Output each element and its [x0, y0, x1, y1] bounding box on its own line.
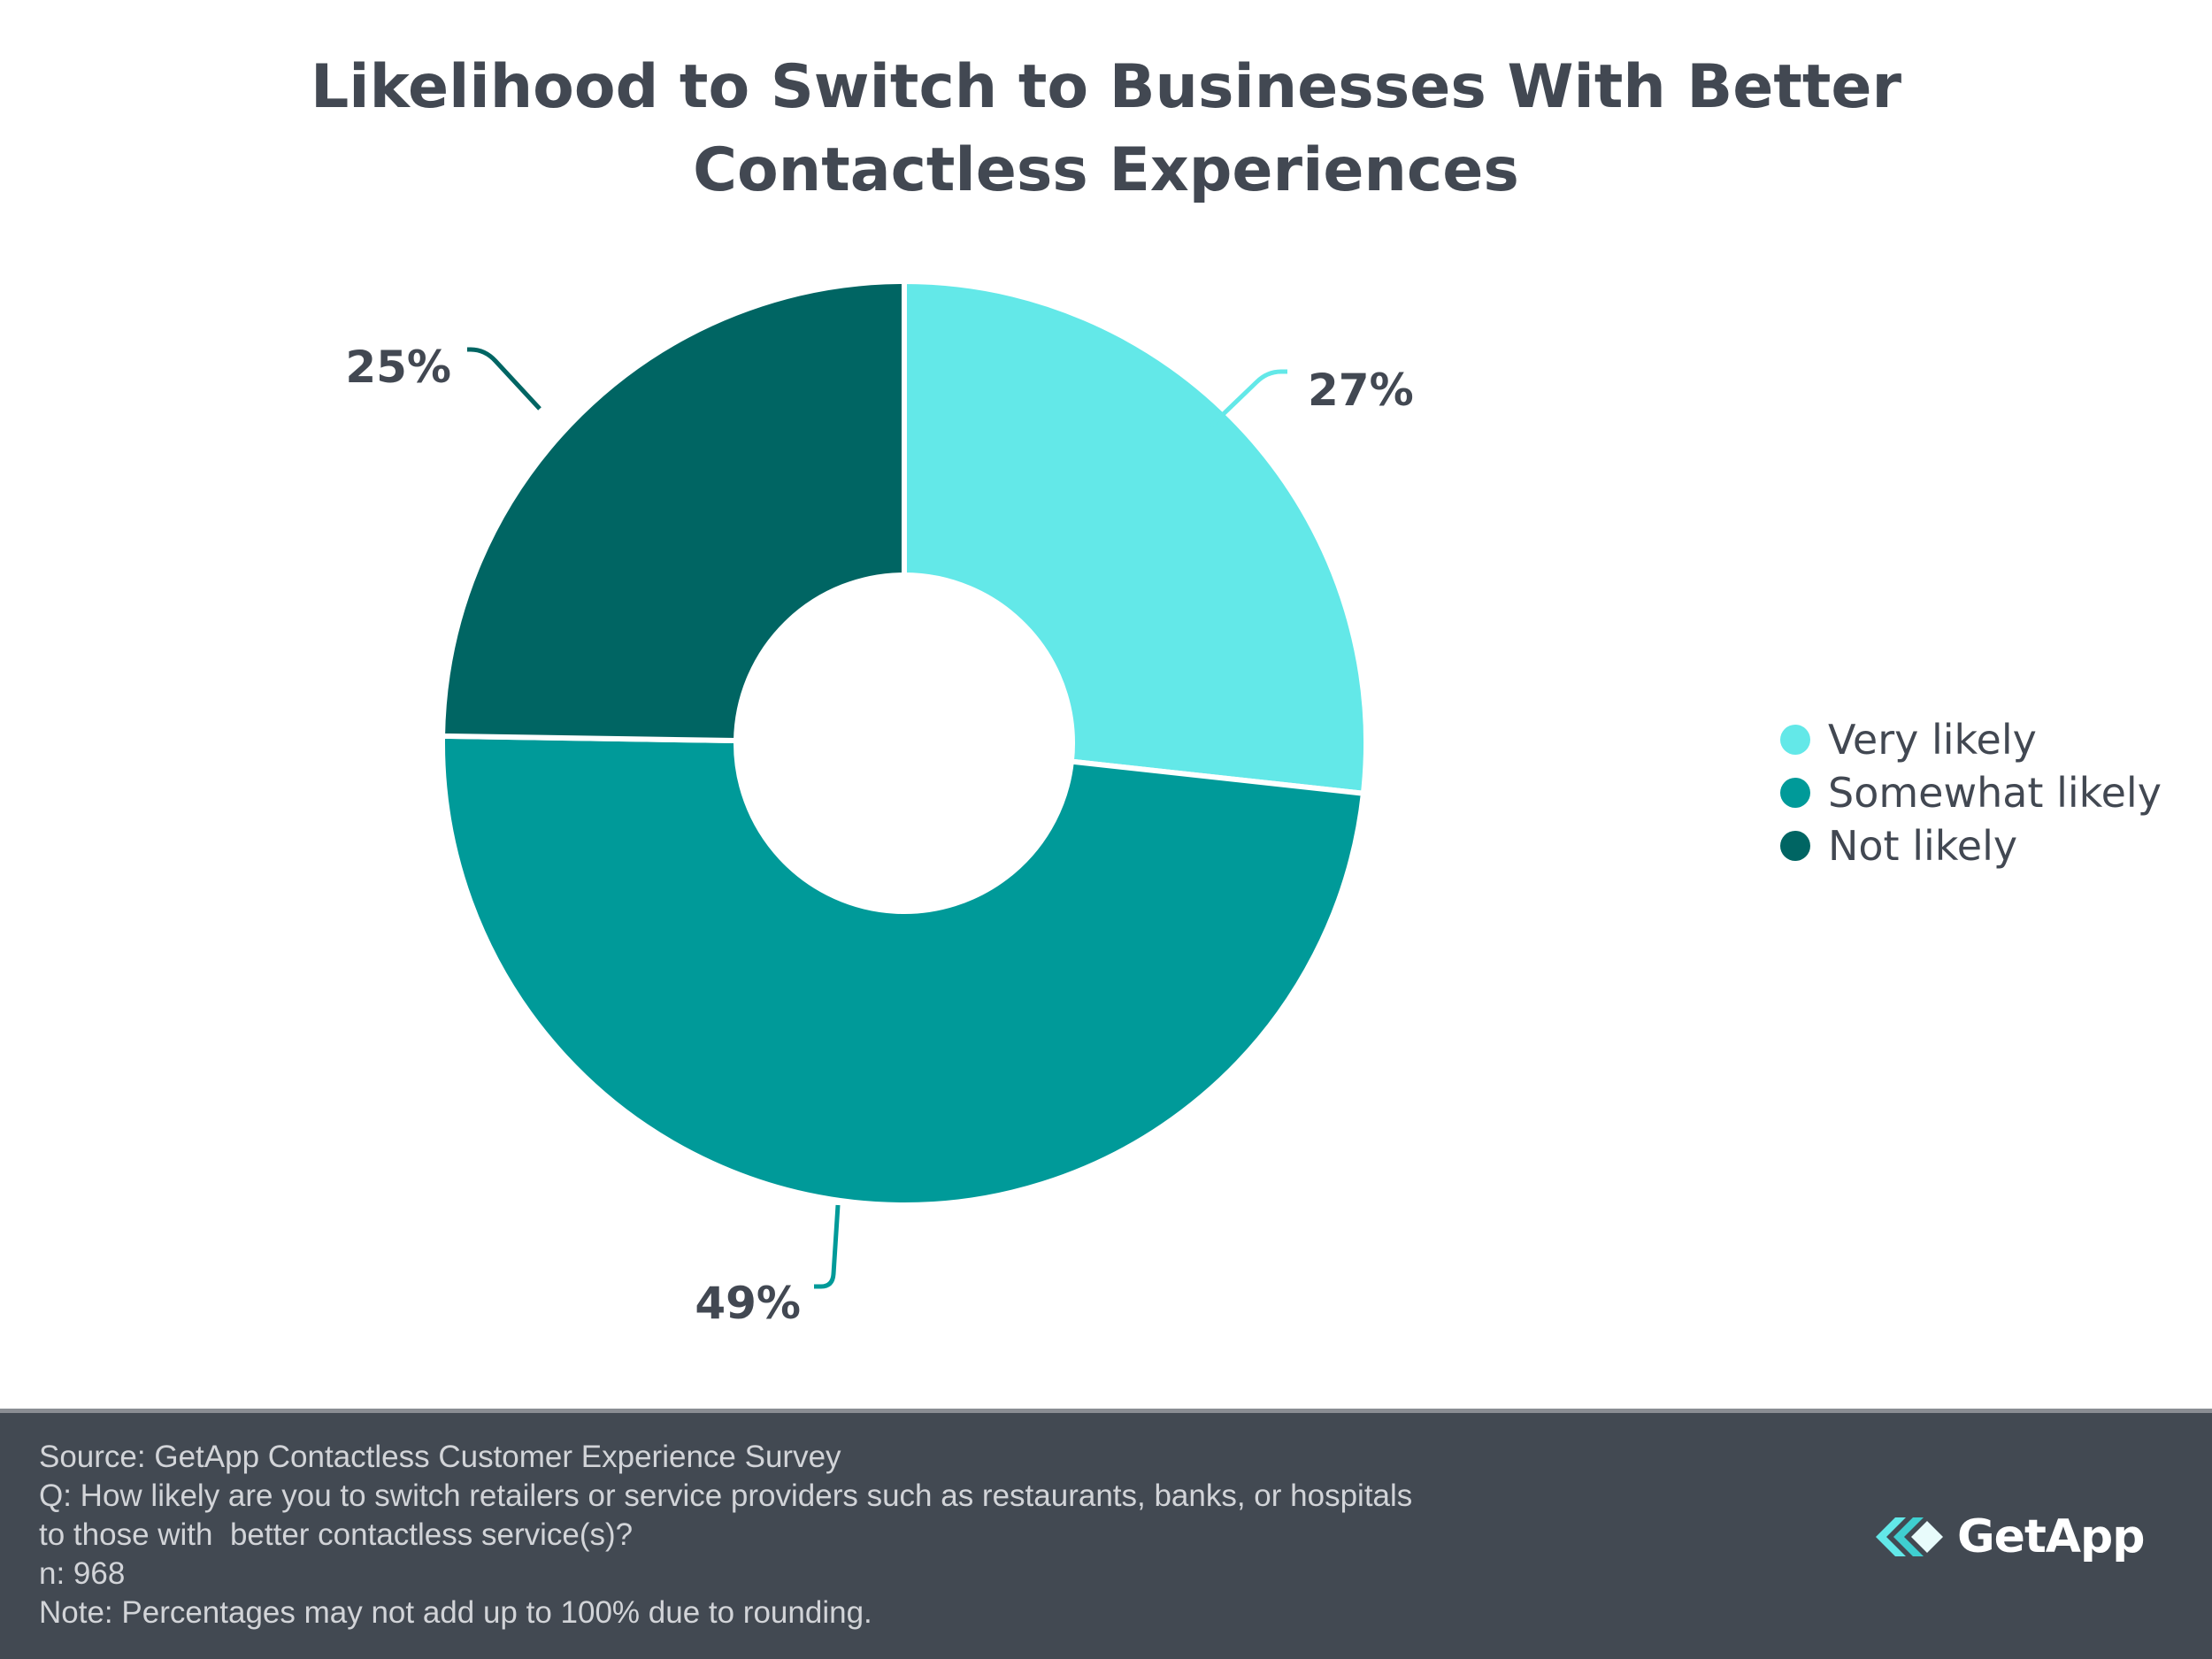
legend: Very likely Somewhat likely Not likely — [1780, 713, 2162, 872]
legend-item-very-likely: Very likely — [1780, 713, 2162, 766]
source-line: Source: GetApp Contactless Customer Expe… — [39, 1440, 841, 1474]
sample-size: n: 968 — [39, 1556, 126, 1591]
leader-lines — [467, 347, 1287, 1289]
question-line-2: to those with better contactless service… — [39, 1517, 634, 1552]
slice-not-likely — [440, 279, 907, 744]
footer: Source: GetApp Contactless Customer Expe… — [0, 1409, 2212, 1659]
donut-slices — [440, 279, 1369, 1208]
getapp-logo-icon — [1876, 1517, 1943, 1556]
slice-label-not-likely: 25% — [345, 342, 451, 393]
legend-item-somewhat-likely: Somewhat likely — [1780, 766, 2162, 819]
question-line-1: Q: How likely are you to switch retailer… — [39, 1479, 1413, 1513]
legend-label-very-likely: Very likely — [1828, 716, 2037, 764]
leader-line-somewhat-likely — [814, 1204, 841, 1289]
chart-title-line-2: Contactless Experiences — [693, 135, 1519, 205]
leader-line-not-likely — [467, 347, 541, 411]
slice-label-somewhat-likely: 49% — [695, 1278, 801, 1329]
legend-swatch-not-likely — [1780, 831, 1810, 861]
getapp-logo: GetApp — [1876, 1510, 2145, 1563]
rounding-note: Note: Percentages may not add up to 100%… — [39, 1595, 872, 1630]
chart-title: Likelihood to Switch to Businesses With … — [0, 46, 2212, 212]
legend-item-not-likely: Not likely — [1780, 819, 2162, 872]
legend-label-not-likely: Not likely — [1828, 822, 2018, 870]
source-notes: Source: GetApp Contactless Customer Expe… — [39, 1438, 1412, 1632]
legend-swatch-somewhat-likely — [1780, 778, 1810, 808]
legend-label-somewhat-likely: Somewhat likely — [1828, 769, 2162, 817]
slice-very-likely — [902, 279, 1369, 796]
slice-label-very-likely: 27% — [1308, 365, 1414, 416]
chart-title-line-1: Likelihood to Switch to Businesses With … — [310, 52, 1902, 122]
slice-labels: 27% 49% 25% — [345, 342, 1413, 1329]
leader-line-very-likely — [1209, 369, 1287, 428]
legend-swatch-very-likely — [1780, 725, 1810, 755]
getapp-logo-text: GetApp — [1957, 1510, 2145, 1563]
donut-chart: 27% 49% 25% — [345, 279, 1414, 1329]
slice-somewhat-likely — [440, 733, 1366, 1208]
